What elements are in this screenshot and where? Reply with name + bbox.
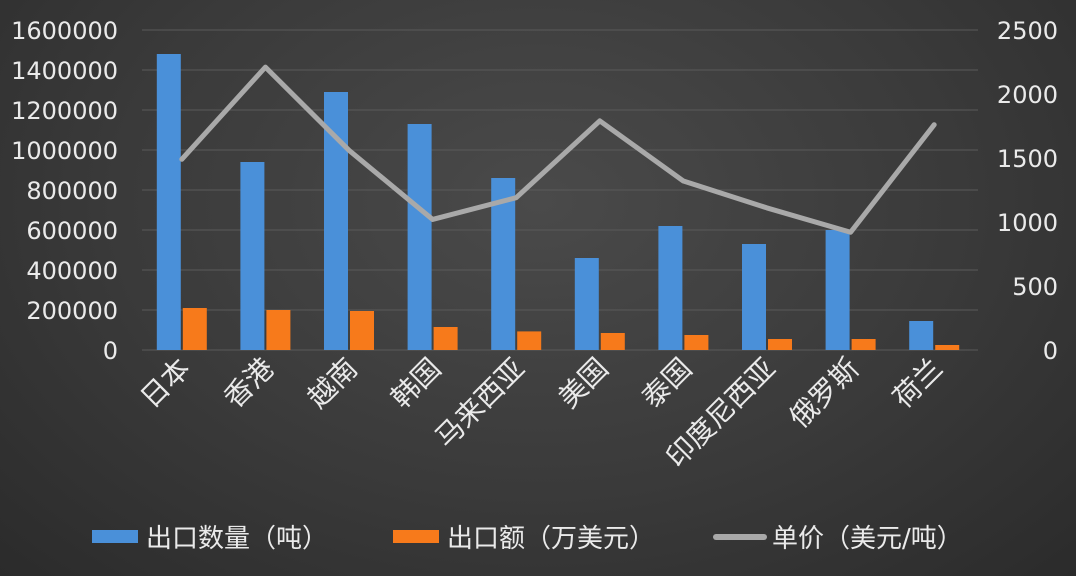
legend-swatch-value [393,530,439,543]
right-tick-label: 1000 [997,209,1058,237]
x-tick-label: 越南 [301,352,364,415]
x-tick-label: 泰国 [635,352,698,415]
bar-export-value [433,327,458,350]
bar-export-volume [825,230,850,350]
x-tick-label: 荷兰 [886,352,949,415]
left-tick-label: 600000 [26,217,118,245]
bar-export-volume [574,258,599,350]
legend-label-price: 单价（美元/吨） [772,524,963,554]
gridlines [142,29,978,351]
right-tick-label: 1500 [997,145,1058,173]
bar-export-value [684,335,709,350]
x-tick-label: 韩国 [385,352,448,415]
legend-label-volume: 出口数量（吨） [146,524,328,554]
x-tick-label: 香港 [217,352,280,415]
bar-export-value [266,310,291,350]
left-axis-ticks: 0 200000 400000 600000 800000 1000000 1200000 1… [11,17,118,365]
bar-export-volume [658,226,683,350]
left-tick-label: 800000 [26,177,118,205]
legend-swatch-volume [92,530,138,543]
right-axis-ticks: 0 500 1000 1500 2000 2500 [997,17,1058,365]
bars [156,54,960,350]
bar-export-value [768,339,792,350]
bar-export-volume [156,54,181,350]
left-tick-label: 1000000 [11,137,118,165]
bar-export-volume [407,124,432,350]
legend: 出口数量（吨） 出口额（万美元） 单价（美元/吨） [92,524,963,554]
x-tick-label: 马来西亚 [429,352,532,455]
x-tick-label: 美国 [552,352,615,415]
bar-export-volume [742,244,766,350]
right-tick-label: 500 [1012,273,1058,301]
left-tick-label: 1200000 [11,97,118,125]
bar-export-value [935,345,960,350]
x-tick-label: 俄罗斯 [783,352,866,435]
left-tick-label: 0 [103,337,118,365]
bar-export-volume [491,178,516,350]
bar-export-value [851,339,876,350]
bar-export-value [517,331,542,350]
right-tick-label: 2500 [997,17,1058,45]
bar-export-value [182,308,207,350]
bar-export-value [350,311,374,350]
right-tick-label: 2000 [997,81,1058,109]
price-line [179,64,937,235]
legend-label-value: 出口额（万美元） [447,524,655,554]
price-line-layer [179,64,937,235]
left-tick-label: 400000 [26,257,118,285]
left-tick-label: 1400000 [11,57,118,85]
right-tick-label: 0 [1043,337,1058,365]
bar-export-value [600,333,625,350]
left-tick-label: 200000 [26,297,118,325]
bar-export-volume [240,162,265,350]
x-tick-label: 日本 [134,352,197,415]
bar-export-volume [909,321,934,350]
left-tick-label: 1600000 [11,17,118,45]
